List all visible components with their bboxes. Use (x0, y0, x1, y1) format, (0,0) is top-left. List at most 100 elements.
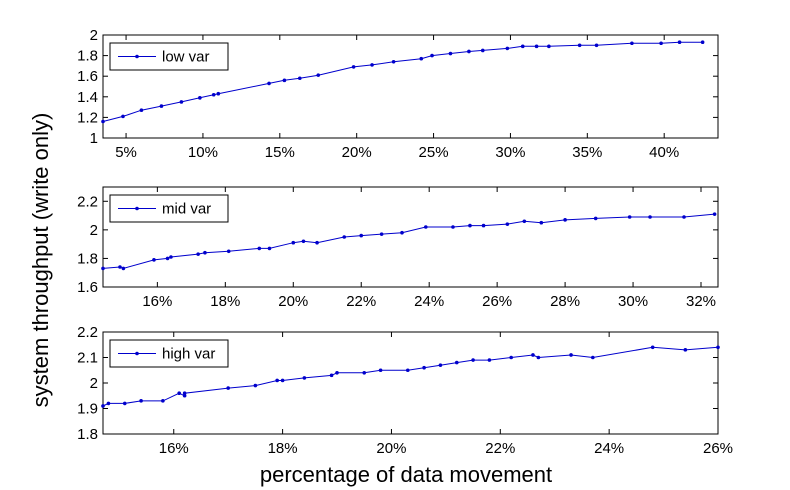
data-point (712, 212, 717, 216)
data-point (659, 41, 663, 46)
y-tick-label: 2 (90, 375, 98, 392)
legend-marker (135, 54, 139, 59)
x-tick-label: 28% (550, 293, 580, 310)
x-tick-label: 10% (188, 144, 218, 161)
data-point (531, 353, 535, 357)
data-point (370, 63, 374, 67)
data-point (591, 355, 595, 360)
data-point (534, 44, 539, 49)
data-point (203, 250, 207, 255)
data-point (716, 345, 720, 350)
data-point (121, 114, 125, 119)
x-tick-label: 30% (618, 293, 648, 310)
data-point (121, 266, 126, 271)
data-point (316, 73, 321, 77)
data-point (471, 358, 475, 362)
data-point (298, 76, 302, 81)
x-tick-label: 22% (485, 440, 515, 457)
x-tick-label: 30% (495, 144, 525, 161)
data-point (423, 225, 428, 229)
data-point (161, 399, 165, 403)
y-tick-label: 1 (90, 130, 98, 147)
y-tick-label: 2 (90, 222, 98, 239)
data-point (101, 266, 105, 271)
x-tick-label: 16% (159, 440, 189, 457)
data-point (335, 371, 339, 375)
x-tick-label: 26% (703, 440, 733, 457)
data-point (563, 218, 567, 222)
data-point (577, 43, 582, 48)
data-point (165, 256, 170, 261)
data-point (539, 220, 544, 225)
x-tick-label: 15% (265, 144, 295, 161)
y-tick-label: 2.2 (77, 193, 98, 210)
data-point (216, 91, 221, 96)
data-point (700, 40, 705, 45)
data-point (362, 371, 367, 375)
data-point (593, 216, 598, 221)
data-point (182, 393, 187, 398)
y-tick-label: 1.9 (77, 401, 98, 418)
x-tick-label: 22% (346, 293, 376, 310)
data-point (487, 358, 492, 362)
data-point (196, 252, 200, 256)
chart-panels: 5% 10% 15% 20% 25% 30% 35% 40% 1 1.2 1.4 1.6 1.8 2 low… (77, 27, 733, 457)
data-point (315, 240, 319, 245)
legend-label: high var (162, 346, 215, 363)
data-point (627, 215, 632, 219)
legend-label: mid var (162, 201, 211, 218)
series-line (102, 41, 703, 122)
data-point (520, 44, 525, 49)
data-point (122, 401, 127, 406)
data-point (359, 233, 364, 238)
y-tick-label: 1.2 (77, 109, 98, 126)
data-point (569, 353, 573, 357)
data-point (169, 255, 173, 259)
y-tick-label: 2 (90, 27, 98, 44)
data-point (139, 108, 144, 112)
data-point (547, 44, 551, 49)
data-point (594, 43, 599, 48)
data-point (226, 249, 231, 254)
x-tick-label: 20% (278, 293, 308, 310)
x-tick-label: 18% (210, 293, 240, 310)
y-tick-label: 1.6 (77, 68, 98, 85)
data-point (419, 56, 424, 61)
x-tick-label: 5% (115, 144, 137, 161)
data-point (198, 96, 202, 100)
data-point (179, 100, 184, 104)
data-point (468, 223, 472, 228)
y-tick-label: 1.4 (77, 89, 98, 106)
x-tick-label: 18% (268, 440, 298, 457)
data-point (379, 232, 384, 236)
data-point (648, 215, 652, 219)
y-tick-label: 1.8 (77, 48, 98, 65)
data-point (302, 376, 307, 380)
data-point (301, 239, 306, 244)
x-tick-label: 16% (142, 293, 172, 310)
panel-1: 5% 10% 15% 20% 25% 30% 35% 40% 1 1.2 1.4 1.6 1.8 2 low… (77, 27, 719, 161)
data-point (630, 41, 634, 46)
data-point (448, 51, 453, 56)
data-point (101, 119, 105, 124)
y-tick-label: 1.8 (77, 426, 98, 443)
y-tick-label: 1.8 (77, 250, 98, 267)
data-point (481, 223, 486, 228)
data-point (422, 365, 426, 370)
data-point (267, 81, 271, 86)
data-point (257, 246, 262, 251)
legend-marker (135, 206, 139, 211)
x-axis-label: percentage of data movement (260, 462, 552, 487)
data-point (329, 373, 334, 378)
x-tick-label: 25% (419, 144, 449, 161)
data-point (505, 222, 510, 226)
y-tick-label: 1.6 (77, 279, 98, 296)
x-tick-label: 20% (376, 440, 406, 457)
legend-marker (135, 351, 139, 356)
x-tick-label: 32% (686, 293, 716, 310)
data-point (682, 215, 686, 219)
data-point (177, 391, 181, 396)
data-point (275, 378, 279, 383)
panel-3: 16% 18% 20% 22% 24% 26% 1.8 1.9 2 2.1 2.2 high var (77, 324, 733, 457)
